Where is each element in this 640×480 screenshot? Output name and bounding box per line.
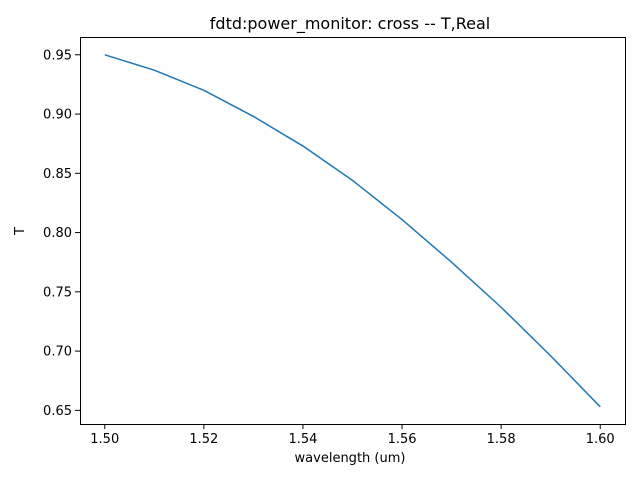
plot-area	[104, 54, 601, 408]
y-tick-label: 0.80	[43, 226, 72, 241]
y-tick-label: 0.95	[43, 48, 72, 63]
y-tick-label: 0.85	[43, 167, 72, 182]
x-tick-label: 1.50	[90, 432, 119, 447]
series-line	[104, 54, 601, 408]
y-axis-ticks: 0.65 0.70 0.75 0.80 0.85 0.90 0.95	[43, 48, 80, 419]
y-tick-label: 0.75	[43, 285, 72, 300]
y-axis-label: T	[13, 227, 28, 236]
x-tick-label: 1.56	[388, 432, 417, 447]
plot-frame	[80, 37, 626, 425]
chart-title: fdtd:power_monitor: cross -- T,Real	[210, 14, 490, 34]
x-tick-label: 1.60	[586, 432, 615, 447]
x-tick-label: 1.52	[189, 432, 218, 447]
y-tick-label: 0.70	[43, 345, 72, 360]
x-tick-label: 1.58	[487, 432, 516, 447]
y-tick-label: 0.90	[43, 108, 72, 123]
y-tick-label: 0.65	[43, 404, 72, 419]
x-tick-label: 1.54	[288, 432, 317, 447]
x-axis-label: wavelength (um)	[295, 451, 406, 466]
x-axis-ticks: 1.50 1.52 1.54 1.56 1.58 1.60	[90, 424, 615, 447]
